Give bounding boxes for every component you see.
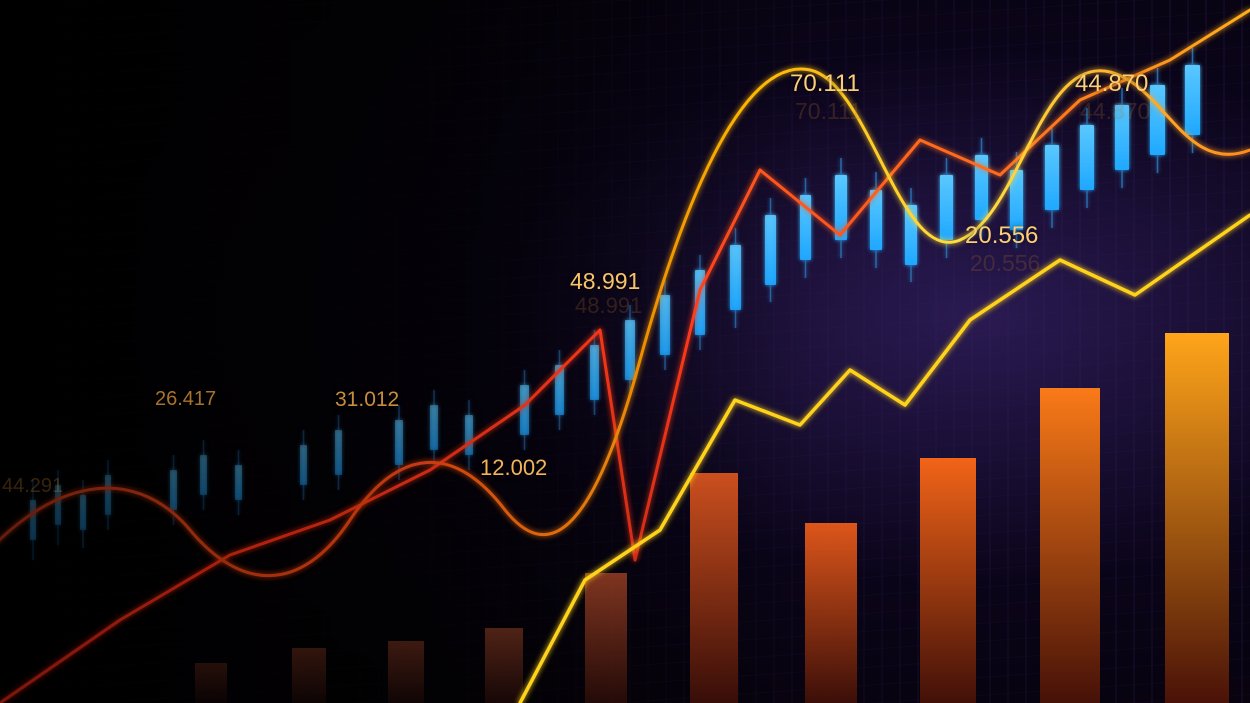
bar <box>690 473 738 703</box>
bar <box>485 628 523 703</box>
bar <box>195 663 227 703</box>
bar <box>292 648 326 703</box>
bar <box>585 573 627 703</box>
bar <box>920 458 976 703</box>
financial-chart: 44.29126.41731.01212.00248.99170.11120.5… <box>0 0 1250 703</box>
bar <box>388 641 424 703</box>
chart-canvas <box>0 0 1250 703</box>
bar <box>1165 333 1229 703</box>
bar <box>805 523 857 703</box>
bar <box>1040 388 1100 703</box>
